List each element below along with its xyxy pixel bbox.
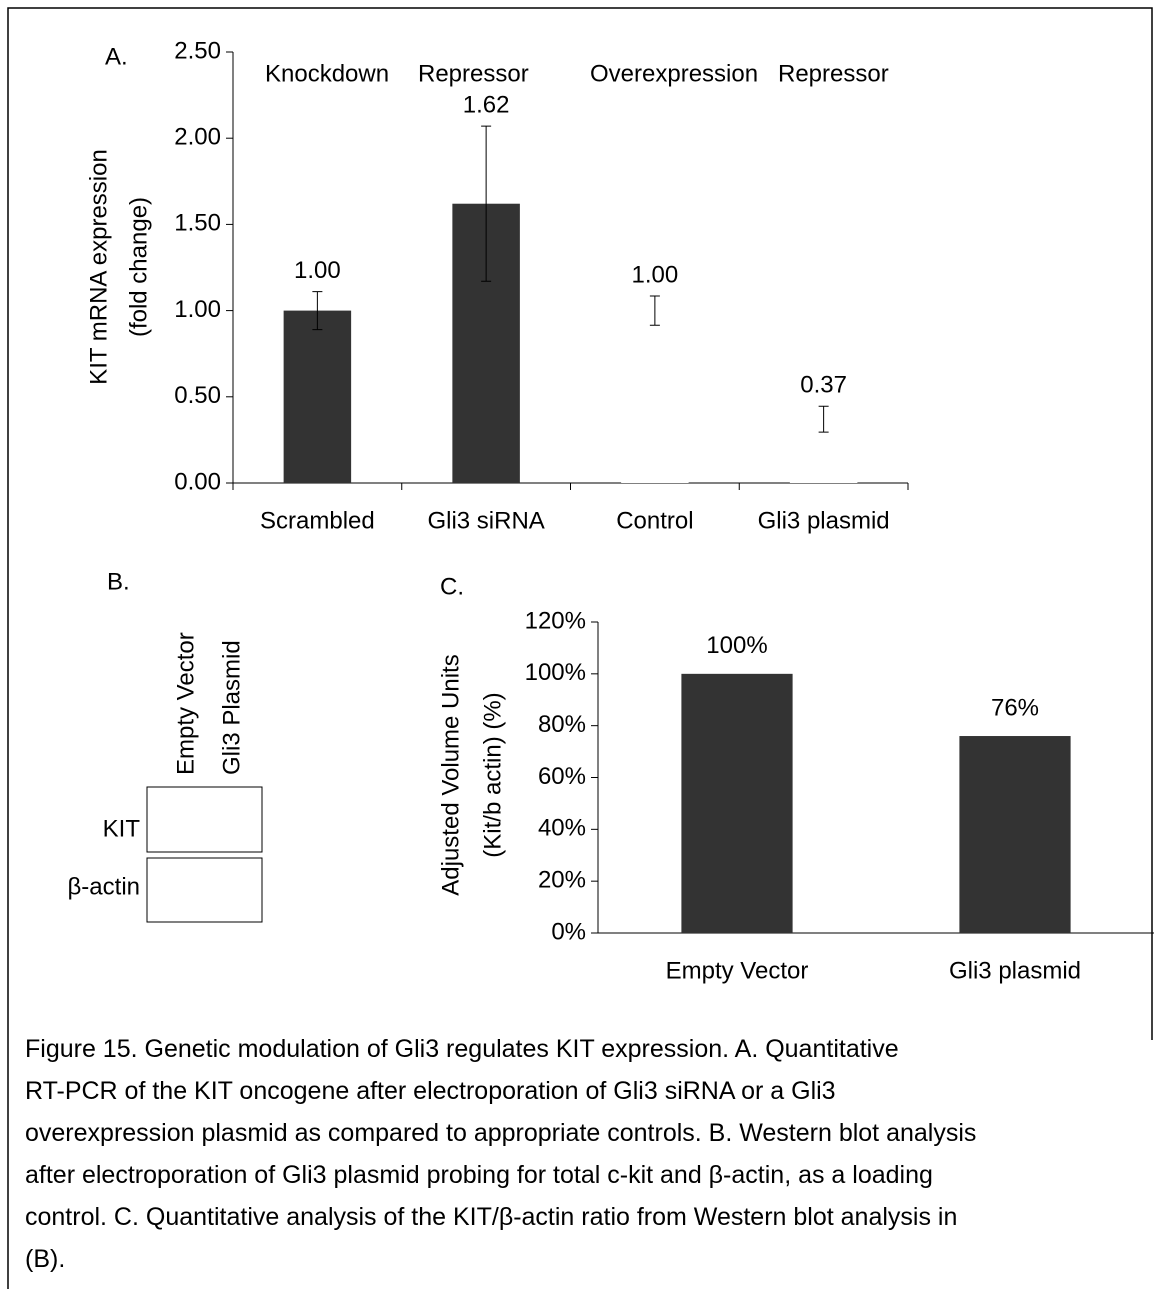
y-tick-label: 1.50	[174, 210, 221, 237]
y-tick-label: 60%	[538, 763, 586, 790]
bar	[621, 311, 689, 483]
value-label: 1.62	[463, 91, 510, 118]
y-axis-label: Adjusted Volume Units	[437, 654, 464, 895]
bar	[681, 674, 792, 933]
y-tick-label: 0.00	[174, 468, 221, 495]
annotation: Repressor	[418, 60, 529, 87]
y-axis-label: (fold change)	[125, 197, 152, 337]
row-label: KIT	[103, 815, 141, 842]
y-axis-label: KIT mRNA expression	[85, 149, 112, 385]
row-label: β-actin	[68, 873, 141, 900]
caption-line: control. C. Quantitative analysis of the…	[25, 1203, 957, 1231]
caption-line: RT-PCR of the KIT oncogene after electro…	[25, 1077, 836, 1105]
caption-line: after electroporation of Gli3 plasmid pr…	[25, 1161, 933, 1189]
y-tick-label: 1.00	[174, 296, 221, 323]
y-tick-label: 0%	[551, 918, 586, 945]
annotation: Knockdown	[265, 60, 389, 87]
value-label: 1.00	[632, 261, 679, 288]
y-tick-label: 40%	[538, 815, 586, 842]
blot-box	[147, 787, 262, 852]
blot-box	[147, 858, 262, 922]
lane-label: Empty Vector	[172, 632, 199, 775]
value-label: 100%	[706, 632, 767, 659]
panel-label: B.	[107, 568, 130, 595]
y-tick-label: 20%	[538, 867, 586, 894]
y-tick-label: 120%	[525, 607, 586, 634]
panel-label: A.	[105, 43, 128, 70]
value-label: 76%	[991, 694, 1039, 721]
caption-line: (B).	[25, 1245, 65, 1273]
value-label: 1.00	[294, 257, 341, 284]
x-tick-label: Control	[616, 507, 693, 534]
caption-line: overexpression plasmid as compared to ap…	[25, 1119, 976, 1147]
y-tick-label: 0.50	[174, 382, 221, 409]
y-tick-label: 2.50	[174, 37, 221, 64]
y-axis-label: (Kit/b actin) (%)	[479, 692, 506, 857]
y-tick-label: 100%	[525, 659, 586, 686]
bar	[284, 311, 352, 483]
annotation: Repressor	[778, 60, 889, 87]
figure: B. Empty Vector Gli3 Plasmid KIT β-actin…	[0, 0, 1154, 1289]
caption-line: Figure 15. Genetic modulation of Gli3 re…	[25, 1035, 899, 1063]
y-tick-label: 2.00	[174, 124, 221, 151]
panel-label: C.	[440, 573, 464, 600]
x-tick-label: Gli3 plasmid	[949, 957, 1081, 984]
annotation: Overexpression	[590, 60, 758, 87]
x-tick-label: Gli3 plasmid	[758, 507, 890, 534]
x-tick-label: Empty Vector	[666, 957, 809, 984]
y-tick-label: 80%	[538, 711, 586, 738]
x-tick-label: Gli3 siRNA	[427, 507, 544, 534]
bar	[959, 736, 1070, 933]
lane-label: Gli3 Plasmid	[218, 640, 245, 775]
value-label: 0.37	[800, 372, 847, 399]
x-tick-label: Scrambled	[260, 507, 375, 534]
